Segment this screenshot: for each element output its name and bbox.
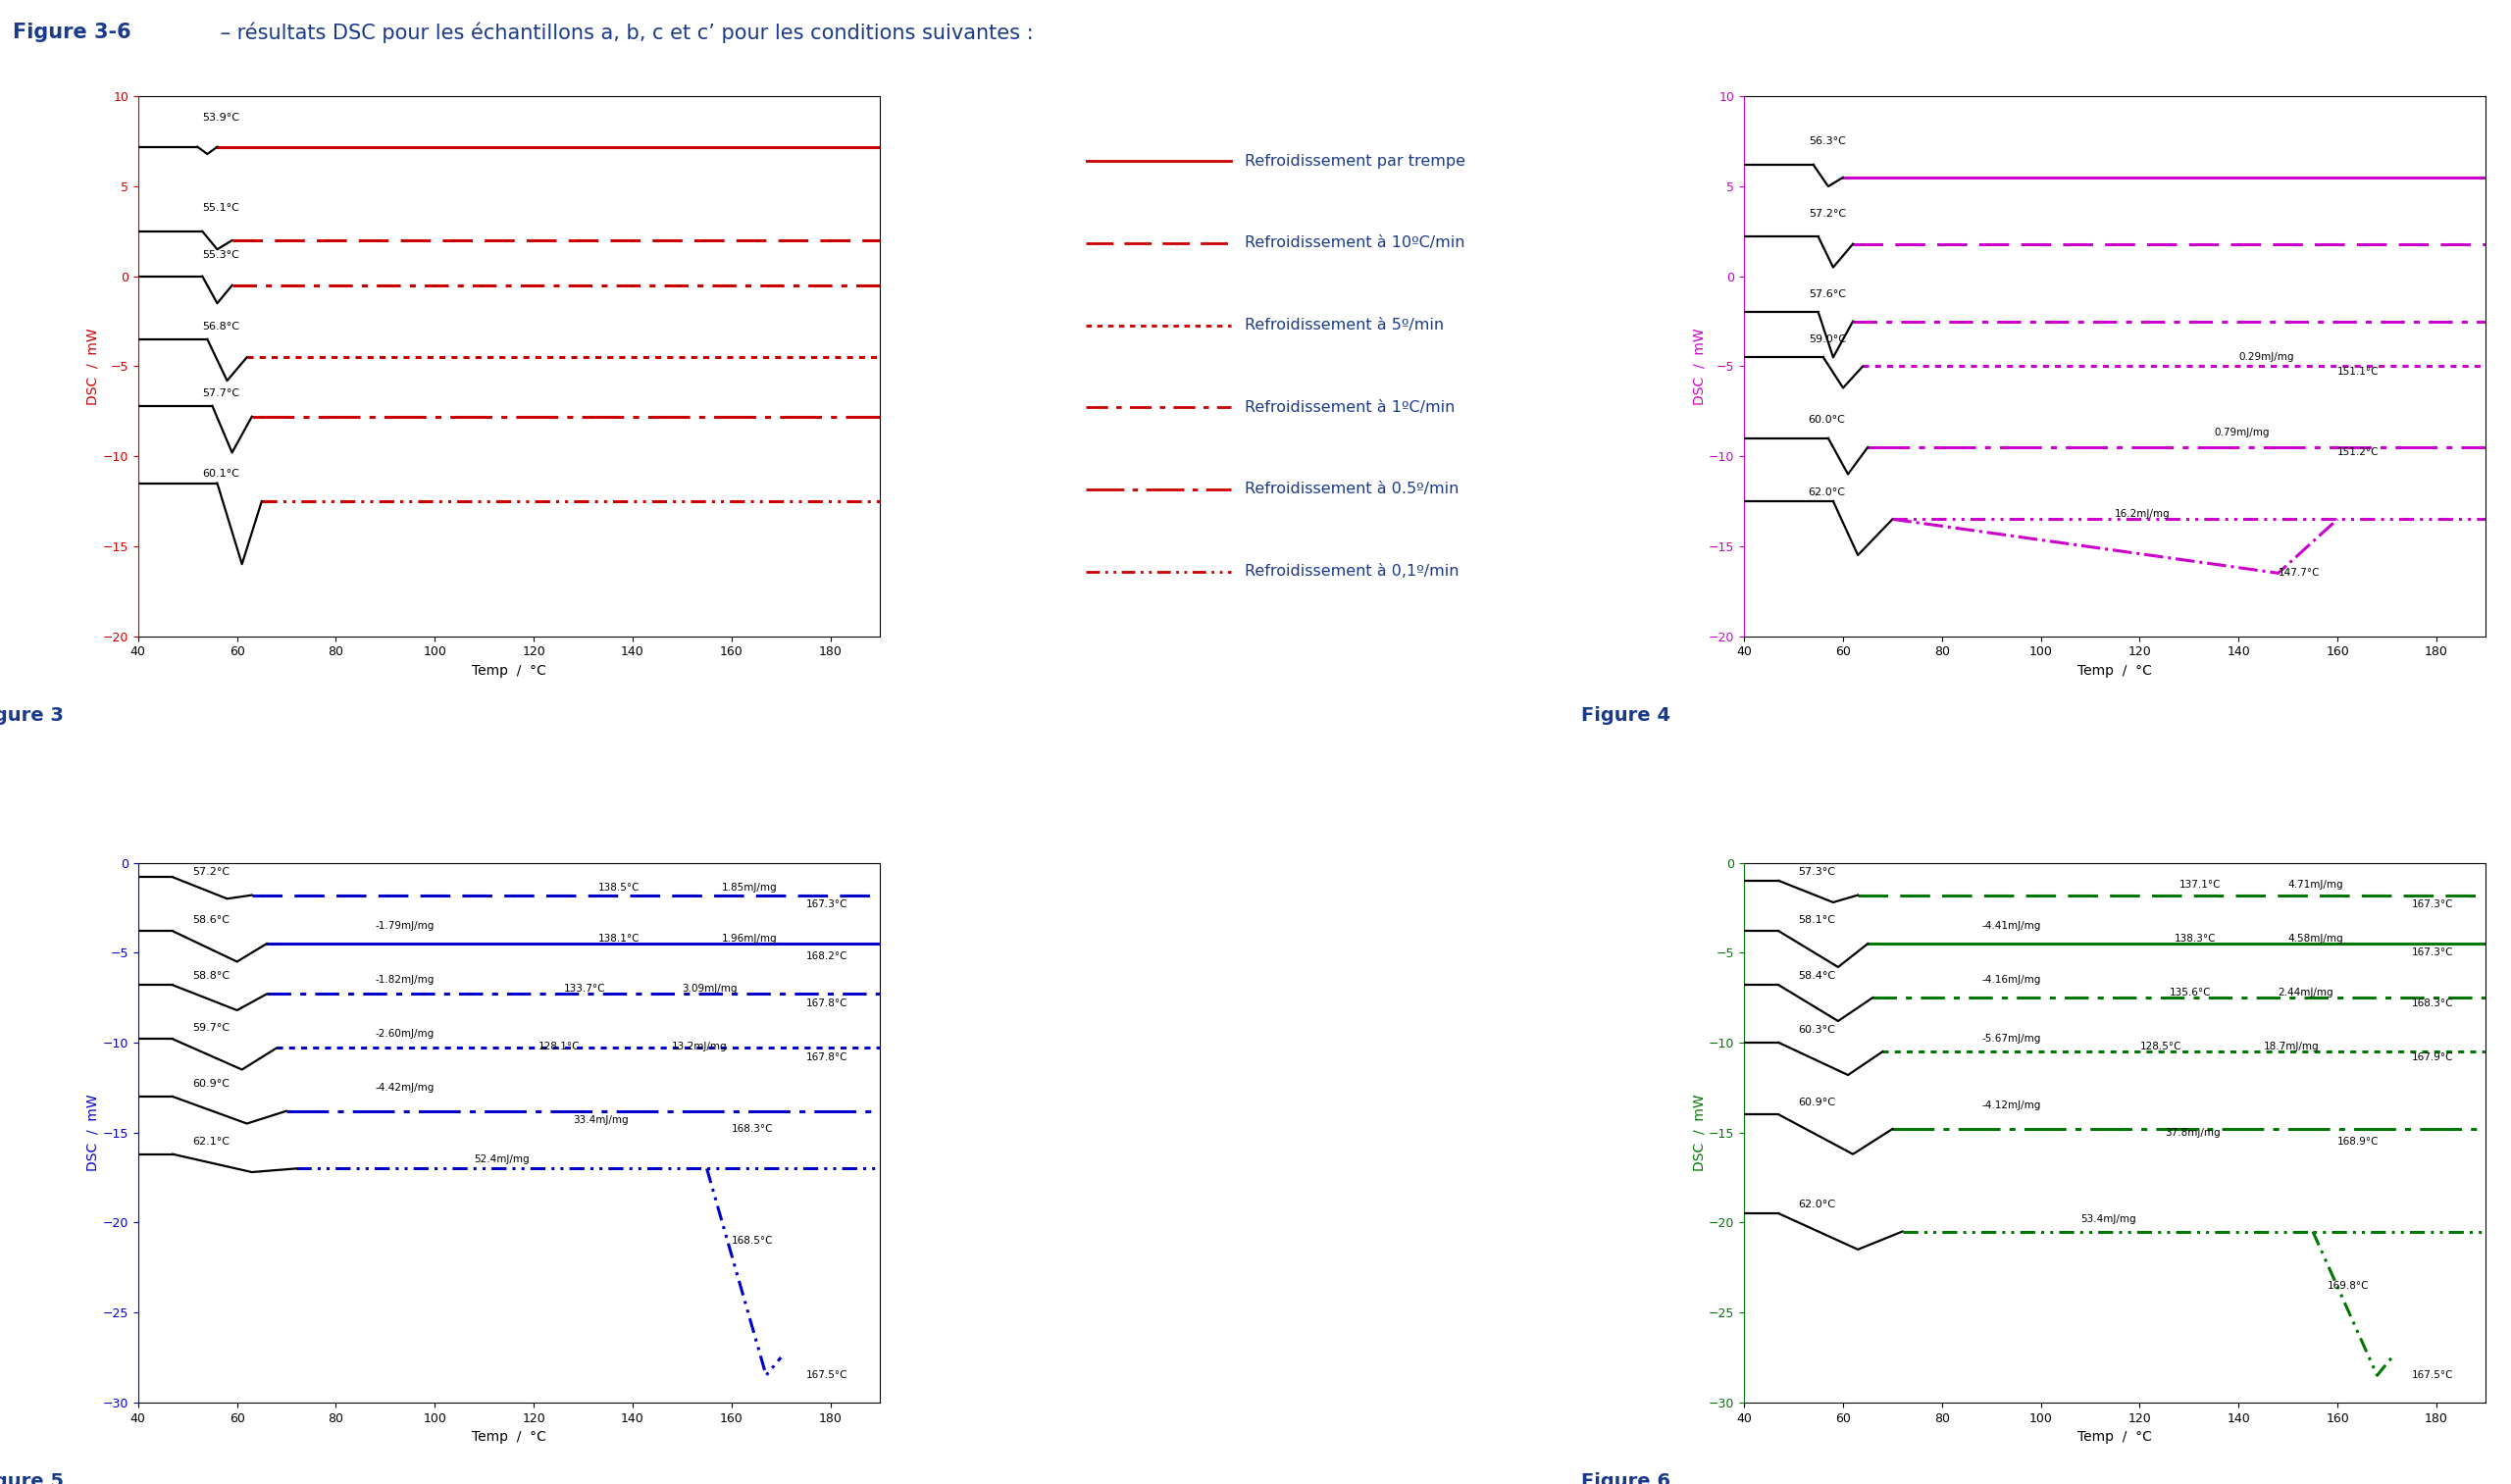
Text: 62.1°C: 62.1°C bbox=[193, 1137, 231, 1147]
Text: Figure 3: Figure 3 bbox=[0, 706, 65, 724]
Text: 59.0°C: 59.0°C bbox=[1808, 334, 1846, 344]
Text: 37.8mJ/mg: 37.8mJ/mg bbox=[2164, 1128, 2220, 1137]
Text: 56.8°C: 56.8°C bbox=[203, 322, 239, 331]
Text: 58.8°C: 58.8°C bbox=[193, 971, 231, 981]
Text: Refroidissement par trempe: Refroidissement par trempe bbox=[1245, 154, 1464, 169]
Y-axis label: DSC  /  mW: DSC / mW bbox=[1692, 1094, 1705, 1171]
Text: 13.2mJ/mg: 13.2mJ/mg bbox=[673, 1042, 728, 1051]
Text: 151.2°C: 151.2°C bbox=[2338, 448, 2380, 457]
Text: 128.1°C: 128.1°C bbox=[540, 1042, 580, 1051]
Text: Figure 4: Figure 4 bbox=[1582, 706, 1670, 724]
Text: Figure 5: Figure 5 bbox=[0, 1472, 65, 1484]
Text: -2.60mJ/mg: -2.60mJ/mg bbox=[377, 1028, 434, 1039]
Text: 167.9°C: 167.9°C bbox=[2411, 1052, 2453, 1063]
Text: 167.3°C: 167.3°C bbox=[806, 899, 846, 910]
Text: 147.7°C: 147.7°C bbox=[2277, 568, 2320, 579]
X-axis label: Temp  /  °C: Temp / °C bbox=[2077, 663, 2152, 678]
Text: 168.5°C: 168.5°C bbox=[731, 1236, 773, 1245]
Text: 57.7°C: 57.7°C bbox=[203, 389, 239, 398]
Text: 167.8°C: 167.8°C bbox=[806, 999, 846, 1008]
Text: 60.1°C: 60.1°C bbox=[203, 469, 239, 479]
Text: 128.5°C: 128.5°C bbox=[2139, 1042, 2182, 1051]
X-axis label: Temp  /  °C: Temp / °C bbox=[472, 1431, 547, 1444]
Text: 135.6°C: 135.6°C bbox=[2170, 987, 2212, 997]
Text: -4.12mJ/mg: -4.12mJ/mg bbox=[1981, 1101, 2041, 1110]
Text: 57.6°C: 57.6°C bbox=[1808, 289, 1846, 300]
Text: 151.1°C: 151.1°C bbox=[2338, 367, 2380, 377]
Text: 18.7mJ/mg: 18.7mJ/mg bbox=[2262, 1042, 2318, 1051]
Text: – résultats DSC pour les échantillons a, b, c et c’ pour les conditions suivante: – résultats DSC pour les échantillons a,… bbox=[213, 22, 1032, 43]
Text: 168.3°C: 168.3°C bbox=[731, 1123, 773, 1134]
Text: Refroidissement à 5º/min: Refroidissement à 5º/min bbox=[1245, 318, 1444, 332]
Text: 57.2°C: 57.2°C bbox=[1808, 208, 1846, 218]
Text: 52.4mJ/mg: 52.4mJ/mg bbox=[475, 1155, 530, 1165]
Text: 133.7°C: 133.7°C bbox=[562, 984, 605, 994]
Text: Refroidissement à 0,1º/min: Refroidissement à 0,1º/min bbox=[1245, 564, 1459, 579]
Text: 58.4°C: 58.4°C bbox=[1798, 971, 1836, 981]
Text: 168.3°C: 168.3°C bbox=[2411, 999, 2453, 1008]
Text: 53.9°C: 53.9°C bbox=[203, 113, 239, 123]
Y-axis label: DSC  /  mW: DSC / mW bbox=[85, 1094, 100, 1171]
Text: 33.4mJ/mg: 33.4mJ/mg bbox=[573, 1114, 628, 1125]
Y-axis label: DSC  /  mW: DSC / mW bbox=[1692, 328, 1705, 405]
Text: -1.82mJ/mg: -1.82mJ/mg bbox=[377, 975, 434, 984]
Text: 0.29mJ/mg: 0.29mJ/mg bbox=[2240, 352, 2295, 362]
Text: -4.41mJ/mg: -4.41mJ/mg bbox=[1981, 920, 2041, 930]
Text: Refroidissement à 10ºC/min: Refroidissement à 10ºC/min bbox=[1245, 236, 1464, 251]
Text: 4.71mJ/mg: 4.71mJ/mg bbox=[2288, 880, 2343, 889]
Text: 167.5°C: 167.5°C bbox=[2411, 1371, 2453, 1380]
Text: 58.1°C: 58.1°C bbox=[1798, 916, 1836, 925]
Text: 1.96mJ/mg: 1.96mJ/mg bbox=[721, 933, 776, 944]
Text: -4.16mJ/mg: -4.16mJ/mg bbox=[1981, 975, 2041, 984]
Text: 60.9°C: 60.9°C bbox=[1798, 1097, 1836, 1107]
Text: -1.79mJ/mg: -1.79mJ/mg bbox=[377, 920, 434, 930]
Text: 167.3°C: 167.3°C bbox=[2411, 948, 2453, 957]
Text: -4.42mJ/mg: -4.42mJ/mg bbox=[377, 1083, 434, 1092]
Text: 62.0°C: 62.0°C bbox=[1798, 1199, 1836, 1209]
Text: 4.58mJ/mg: 4.58mJ/mg bbox=[2288, 933, 2343, 944]
Text: 60.3°C: 60.3°C bbox=[1798, 1025, 1836, 1034]
X-axis label: Temp  /  °C: Temp / °C bbox=[472, 663, 547, 678]
Text: 167.8°C: 167.8°C bbox=[806, 1052, 846, 1063]
Text: Figure 6: Figure 6 bbox=[1582, 1472, 1670, 1484]
Text: 138.1°C: 138.1°C bbox=[598, 933, 640, 944]
Text: 168.2°C: 168.2°C bbox=[806, 951, 846, 962]
Text: 2.44mJ/mg: 2.44mJ/mg bbox=[2277, 987, 2333, 997]
Text: 59.7°C: 59.7°C bbox=[193, 1024, 231, 1033]
Text: 55.3°C: 55.3°C bbox=[203, 249, 239, 260]
Text: 62.0°C: 62.0°C bbox=[1808, 487, 1846, 497]
Text: 0.79mJ/mg: 0.79mJ/mg bbox=[2215, 427, 2270, 438]
Text: 57.2°C: 57.2°C bbox=[193, 867, 231, 877]
Text: 56.3°C: 56.3°C bbox=[1808, 137, 1846, 147]
Text: Refroidissement à 1ºC/min: Refroidissement à 1ºC/min bbox=[1245, 399, 1454, 414]
Text: 57.3°C: 57.3°C bbox=[1798, 867, 1836, 877]
Text: Figure 3-6: Figure 3-6 bbox=[13, 22, 131, 42]
X-axis label: Temp  /  °C: Temp / °C bbox=[2077, 1431, 2152, 1444]
Y-axis label: DSC  /  mW: DSC / mW bbox=[85, 328, 100, 405]
Text: Refroidissement à 0.5º/min: Refroidissement à 0.5º/min bbox=[1245, 482, 1459, 497]
Text: -5.67mJ/mg: -5.67mJ/mg bbox=[1981, 1034, 2041, 1043]
Text: 60.0°C: 60.0°C bbox=[1808, 416, 1846, 424]
Text: 169.8°C: 169.8°C bbox=[2328, 1281, 2370, 1291]
Text: 60.9°C: 60.9°C bbox=[193, 1079, 231, 1089]
Text: 58.6°C: 58.6°C bbox=[193, 916, 231, 925]
Text: 53.4mJ/mg: 53.4mJ/mg bbox=[2082, 1214, 2137, 1224]
Text: 3.09mJ/mg: 3.09mJ/mg bbox=[683, 984, 738, 994]
Text: 167.5°C: 167.5°C bbox=[806, 1371, 846, 1380]
Text: 167.3°C: 167.3°C bbox=[2411, 899, 2453, 910]
Text: 1.85mJ/mg: 1.85mJ/mg bbox=[721, 883, 776, 893]
Text: 55.1°C: 55.1°C bbox=[203, 203, 239, 212]
Text: 138.5°C: 138.5°C bbox=[598, 883, 640, 893]
Text: 168.9°C: 168.9°C bbox=[2338, 1137, 2380, 1147]
Text: 16.2mJ/mg: 16.2mJ/mg bbox=[2114, 509, 2170, 519]
Text: 137.1°C: 137.1°C bbox=[2180, 880, 2222, 889]
Text: 138.3°C: 138.3°C bbox=[2175, 933, 2217, 944]
